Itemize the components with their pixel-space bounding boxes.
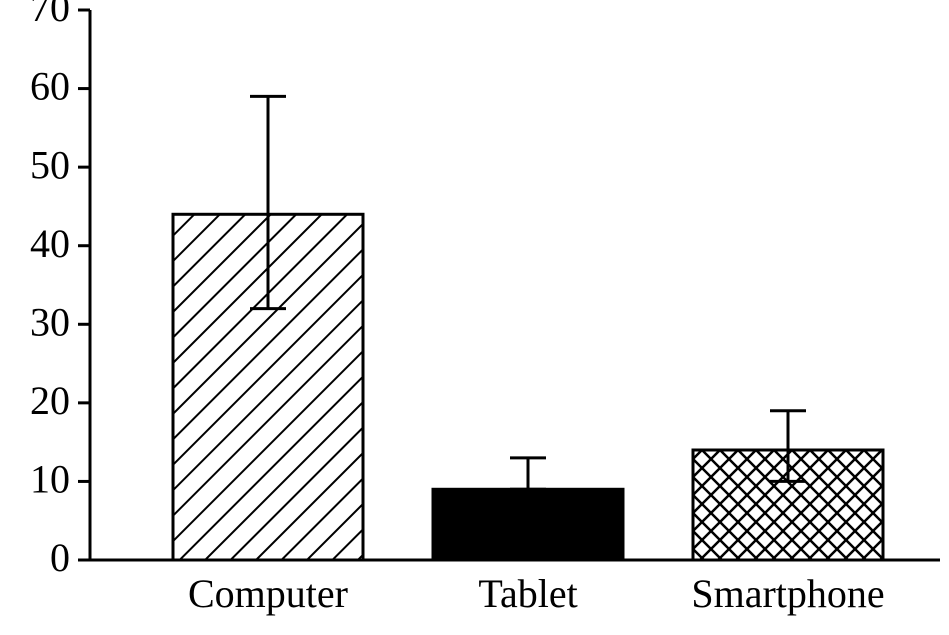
bars (173, 214, 883, 560)
y-tick-label: 0 (50, 535, 70, 580)
y-tick-label: 30 (30, 299, 70, 344)
y-tick-label: 20 (30, 378, 70, 423)
bar-chart: 0 10 20 30 40 50 60 70 Computer Tablet Smartphone (0, 0, 949, 635)
y-tick-label: 10 (30, 457, 70, 502)
errorbar-tablet (510, 458, 546, 489)
x-tick-label: Computer (188, 571, 348, 616)
x-tick-label: Tablet (478, 571, 577, 616)
y-ticks: 0 10 20 30 40 50 60 70 (30, 0, 90, 580)
bar-tablet (433, 489, 623, 560)
y-tick-label: 60 (30, 64, 70, 109)
x-tick-label: Smartphone (691, 571, 884, 616)
x-tick-labels: Computer Tablet Smartphone (188, 571, 885, 616)
y-tick-label: 40 (30, 221, 70, 266)
y-tick-label: 50 (30, 142, 70, 187)
y-tick-label: 70 (30, 0, 70, 30)
